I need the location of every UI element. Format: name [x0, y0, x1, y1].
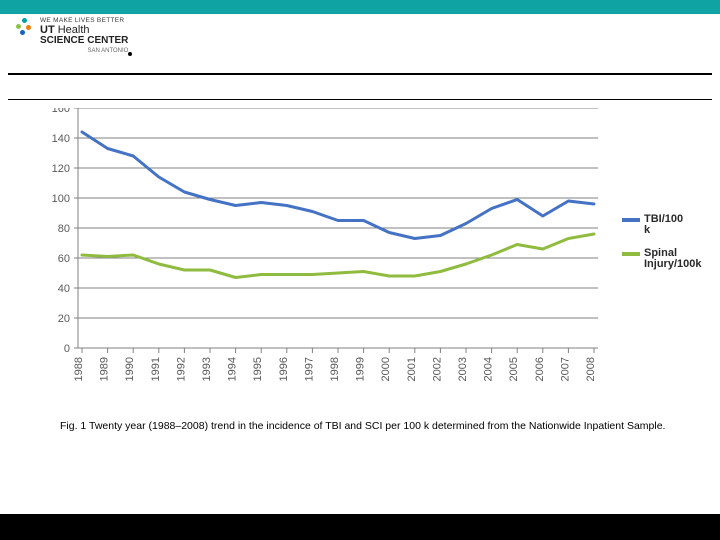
- svg-text:2006: 2006: [534, 357, 546, 381]
- svg-text:80: 80: [58, 223, 70, 235]
- svg-text:1989: 1989: [99, 357, 111, 381]
- svg-text:1997: 1997: [303, 357, 315, 381]
- svg-text:2001: 2001: [406, 357, 418, 381]
- top-accent-bar: [0, 0, 720, 14]
- legend-item-tbi: TBI/100 k: [622, 214, 690, 236]
- svg-text:1988: 1988: [73, 357, 85, 381]
- svg-text:1992: 1992: [175, 357, 187, 381]
- svg-text:2007: 2007: [559, 357, 571, 381]
- svg-text:2002: 2002: [431, 357, 443, 381]
- logo-dot: [26, 25, 31, 30]
- brand-dots-icon: [16, 18, 36, 38]
- header: WE MAKE LIVES BETTER UT Health SCIENCE C…: [0, 14, 720, 72]
- logo-dot: [20, 30, 25, 35]
- legend: TBI/100 k Spinal Injury/100k: [622, 214, 690, 270]
- svg-text:1998: 1998: [329, 357, 341, 381]
- bullet-icon: [128, 52, 132, 56]
- svg-text:0: 0: [64, 343, 70, 355]
- svg-text:40: 40: [58, 283, 70, 295]
- legend-label: TBI/100 k: [644, 214, 690, 236]
- line-chart: 0 20 40 60 80 100 120 140 160 1988 1989 1990 1991 199…: [32, 108, 688, 408]
- title-bar: [8, 73, 712, 100]
- svg-text:1995: 1995: [252, 357, 264, 381]
- svg-text:1991: 1991: [150, 357, 162, 381]
- bottom-bar: [0, 514, 720, 540]
- logo-dot: [22, 18, 27, 23]
- svg-text:2005: 2005: [508, 357, 520, 381]
- svg-text:1999: 1999: [355, 357, 367, 381]
- svg-text:2003: 2003: [457, 357, 469, 381]
- brand-name-line2: SCIENCE CENTER: [40, 36, 128, 47]
- svg-text:160: 160: [52, 108, 70, 115]
- svg-text:2000: 2000: [380, 357, 392, 381]
- legend-swatch: [622, 218, 640, 222]
- svg-text:140: 140: [52, 133, 70, 145]
- svg-text:1996: 1996: [278, 357, 290, 381]
- legend-label: Spinal Injury/100k: [644, 248, 701, 270]
- svg-text:60: 60: [58, 253, 70, 265]
- brand-logo: WE MAKE LIVES BETTER UT Health SCIENCE C…: [16, 18, 128, 54]
- legend-item-spinal: Spinal Injury/100k: [622, 248, 690, 270]
- legend-swatch: [622, 252, 640, 256]
- svg-text:1994: 1994: [227, 357, 239, 381]
- chart-svg: 0 20 40 60 80 100 120 140 160 1988 1989 1990 1991 199…: [32, 108, 688, 408]
- svg-text:100: 100: [52, 193, 70, 205]
- brand-location: SAN ANTONIO: [87, 48, 128, 54]
- logo-dot: [16, 24, 21, 29]
- svg-text:1993: 1993: [201, 357, 213, 381]
- svg-text:20: 20: [58, 313, 70, 325]
- svg-text:2008: 2008: [585, 357, 597, 381]
- svg-text:2004: 2004: [483, 357, 495, 381]
- figure-caption: Fig. 1 Twenty year (1988–2008) trend in …: [60, 420, 680, 433]
- svg-text:120: 120: [52, 163, 70, 175]
- svg-text:1990: 1990: [124, 357, 136, 381]
